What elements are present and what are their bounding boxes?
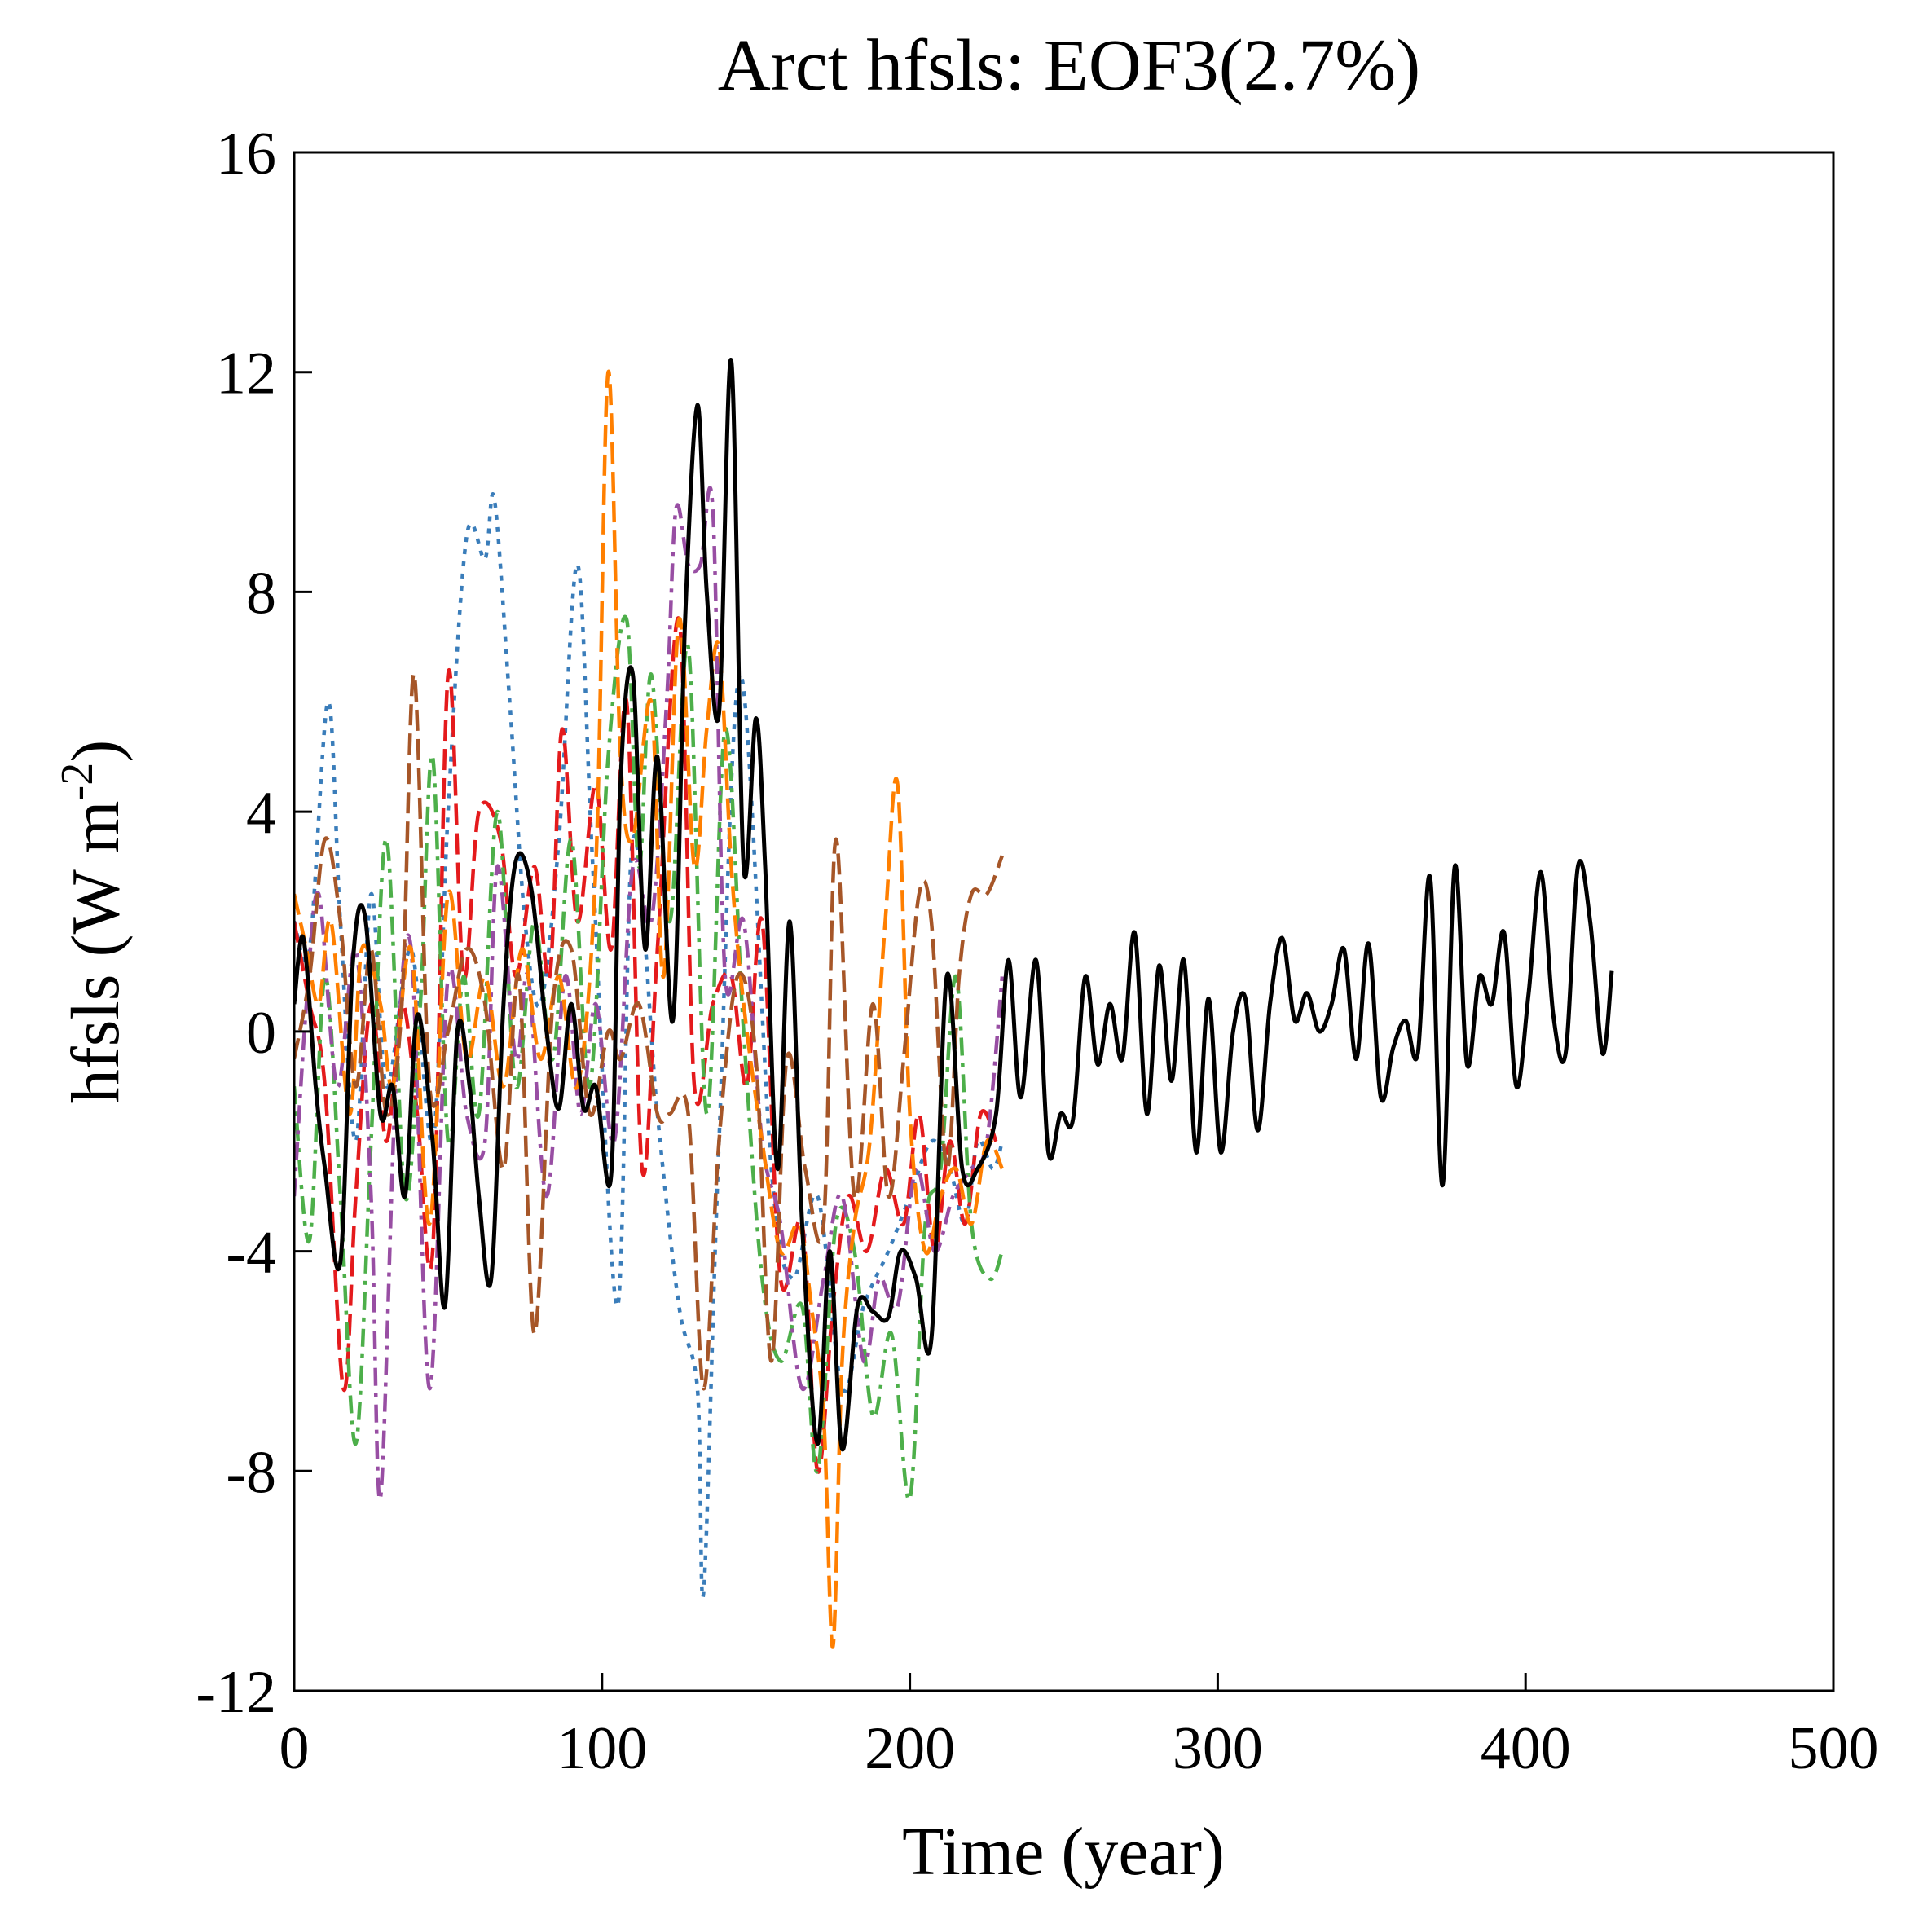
x-axis-ticks: 0 100 200 300 400 500 [279,1673,1879,1782]
y-tick-label: 4 [246,780,276,847]
y-axis-label-sup: -2 [52,763,103,801]
plot-frame [293,151,1835,1692]
series-layer [294,358,1614,1649]
y-tick-label: -12 [196,1659,276,1726]
series-line-green-dashdot [294,614,1005,1502]
x-tick-label: 200 [865,1715,955,1782]
y-tick-label: -8 [226,1439,276,1506]
y-tick-label: 16 [216,121,276,187]
x-tick-label: 0 [279,1715,310,1782]
y-axis-label: hfsls (W m-2) [52,740,134,1103]
series-line-black-solid [294,358,1614,1451]
y-axis-label-main: hfsls (W m [58,800,134,1103]
chart-title: Arct hfsls: EOF3(2.7%) [718,25,1420,106]
x-tick-label: 300 [1173,1715,1263,1782]
y-tick-label: -4 [226,1220,276,1287]
x-tick-label: 500 [1789,1715,1879,1782]
y-tick-label: 12 [216,341,276,407]
y-tick-label: 8 [246,560,276,627]
x-tick-label: 100 [557,1715,647,1782]
series-line-orange-dashed [294,369,1004,1649]
x-tick-label: 400 [1481,1715,1571,1782]
series-line-brown-dashed [294,672,1005,1391]
x-axis-label: Time (year) [902,1814,1225,1890]
y-tick-label: 0 [246,1000,276,1067]
y-axis-label-close: ) [58,740,134,763]
y-axis-ticks: -12 -8 -4 0 4 8 12 16 [196,121,312,1726]
series-line-blue-dotted [294,492,1005,1600]
